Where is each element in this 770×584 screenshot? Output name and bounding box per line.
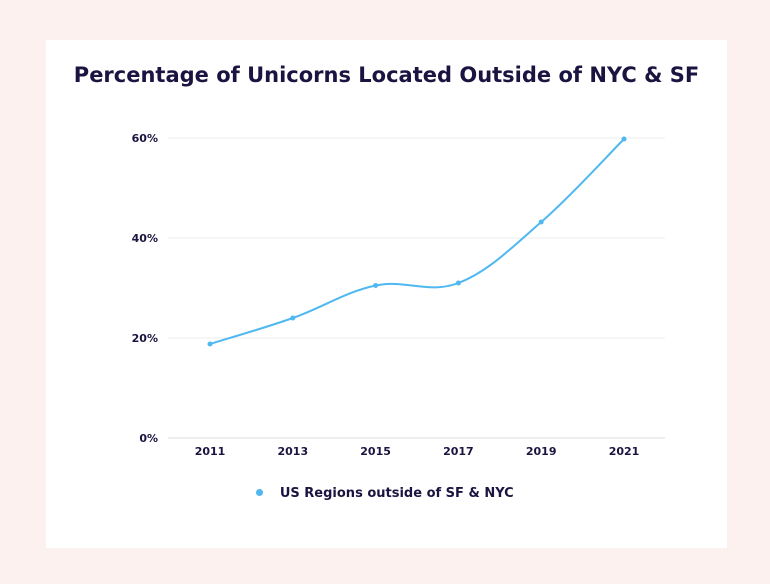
y-tick-label: 60% bbox=[132, 132, 158, 145]
legend-marker bbox=[256, 489, 264, 496]
data-point bbox=[373, 283, 379, 288]
x-axis-ticks: 2011 2013 2015 2017 2019 2021 bbox=[195, 445, 640, 458]
series-group bbox=[207, 136, 627, 347]
x-tick-label: 2013 bbox=[277, 445, 308, 458]
legend-label: US Regions outside of SF & NYC bbox=[279, 486, 514, 501]
data-point bbox=[621, 136, 627, 142]
x-tick-label: 2015 bbox=[360, 445, 391, 458]
data-point bbox=[538, 219, 544, 225]
gridlines bbox=[168, 137, 665, 439]
y-tick-label: 0% bbox=[139, 432, 158, 445]
chart-card bbox=[46, 40, 727, 548]
x-tick-label: 2019 bbox=[526, 445, 557, 458]
data-point bbox=[455, 280, 461, 286]
x-tick-label: 2021 bbox=[609, 445, 640, 458]
y-tick-label: 20% bbox=[132, 332, 158, 345]
series-line bbox=[209, 138, 625, 345]
data-point bbox=[207, 341, 213, 347]
y-axis-ticks: 0% 20% 40% 60% bbox=[132, 132, 158, 445]
x-tick-label: 2017 bbox=[443, 445, 474, 458]
x-tick-label: 2011 bbox=[195, 445, 226, 458]
legend: US Regions outside of SF & NYC bbox=[0, 484, 770, 504]
chart-title: Percentage of Unicorns Located Outside o… bbox=[73, 63, 700, 87]
data-point bbox=[290, 315, 296, 321]
y-tick-label: 40% bbox=[132, 232, 158, 245]
